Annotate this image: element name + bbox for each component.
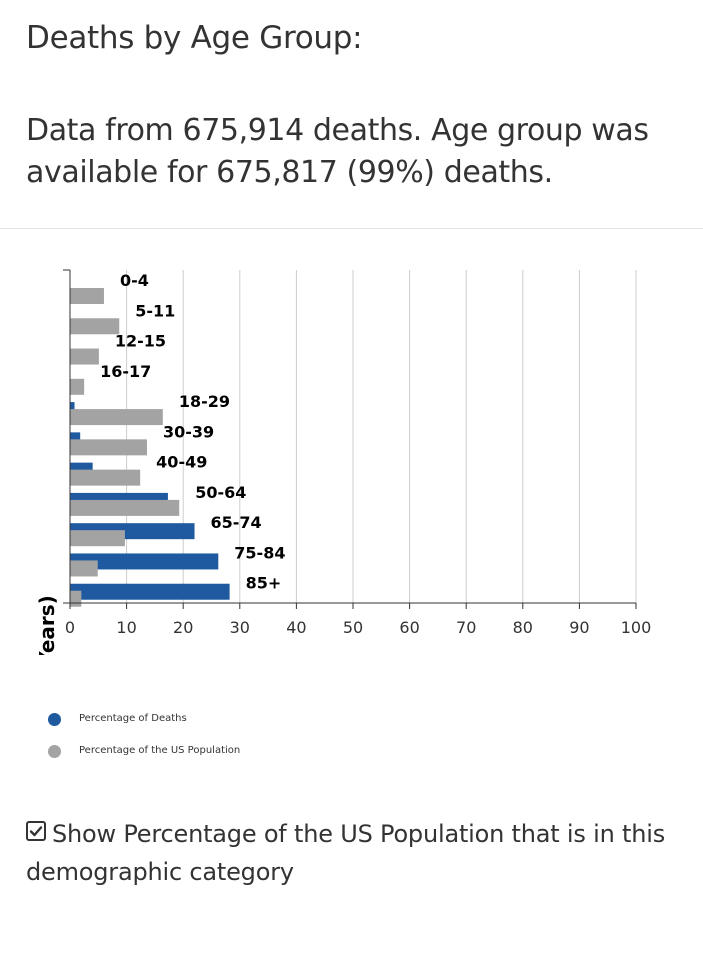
category-label-18-29: 18-29 xyxy=(179,392,230,411)
bar-population-16-17 xyxy=(70,378,85,395)
category-label-65-74: 65-74 xyxy=(211,513,262,532)
tick-label-x-40: 40 xyxy=(286,618,306,637)
bar-population-18-29 xyxy=(70,409,163,426)
bar-population-40-49 xyxy=(70,469,141,486)
bar-deaths-75-84 xyxy=(70,553,219,570)
legend-marker-population xyxy=(48,745,61,758)
section-title: Deaths by Age Group: xyxy=(26,20,363,56)
divider xyxy=(0,228,703,229)
category-label-0-4: 0-4 xyxy=(120,271,149,290)
category-label-50-64: 50-64 xyxy=(195,483,246,502)
bar-population-65-74 xyxy=(70,530,125,547)
tick-label-x-90: 90 xyxy=(569,618,589,637)
tick-label-x-20: 20 xyxy=(173,618,193,637)
age-group-bar-chart: 0-4 5-11 12-15 16-17 18-29 30-39 40-49 50-64 65-… xyxy=(35,269,652,655)
tick-label-x-0: 0 xyxy=(65,618,75,637)
tick-label-x-80: 80 xyxy=(513,618,533,637)
tick-label-x-30: 30 xyxy=(230,618,250,637)
legend-marker-deaths xyxy=(48,713,61,726)
legend-label-deaths: Percentage of Deaths xyxy=(79,713,187,724)
tick-label-x-70: 70 xyxy=(456,618,476,637)
population-checkbox[interactable] xyxy=(26,821,46,841)
data-summary: Data from 675,914 deaths. Age group was … xyxy=(26,113,649,190)
category-label-12-15: 12-15 xyxy=(115,332,166,351)
legend-label-population: Percentage of the US Population xyxy=(79,745,241,756)
tick-label-x-100: 100 xyxy=(621,618,652,637)
category-label-40-49: 40-49 xyxy=(156,453,207,472)
bar-population-30-39 xyxy=(70,439,147,456)
bar-population-5-11 xyxy=(70,318,120,335)
population-toggle-label: Show Percentage of the US Population tha… xyxy=(26,820,666,886)
tick-label-x-60: 60 xyxy=(399,618,419,637)
category-label-75-84: 75-84 xyxy=(234,543,285,562)
tick-label-x-10: 10 xyxy=(116,618,136,637)
bar-population-85+ xyxy=(70,590,82,607)
category-label-30-39: 30-39 xyxy=(163,422,214,441)
tick-label-x-50: 50 xyxy=(343,618,363,637)
category-label-85+: 85+ xyxy=(246,574,282,593)
category-label-5-11: 5-11 xyxy=(135,301,175,320)
bar-population-0-4 xyxy=(70,288,104,304)
checkmark-icon xyxy=(29,826,43,837)
bar-population-75-84 xyxy=(70,560,98,577)
bar-population-12-15 xyxy=(70,348,99,365)
bar-population-50-64 xyxy=(70,499,180,516)
bar-deaths-85+ xyxy=(70,583,230,600)
population-toggle[interactable]: Show Percentage of the US Population tha… xyxy=(26,815,686,891)
y-axis-title: Age Group (Years) xyxy=(35,595,59,655)
category-label-16-17: 16-17 xyxy=(100,362,151,381)
